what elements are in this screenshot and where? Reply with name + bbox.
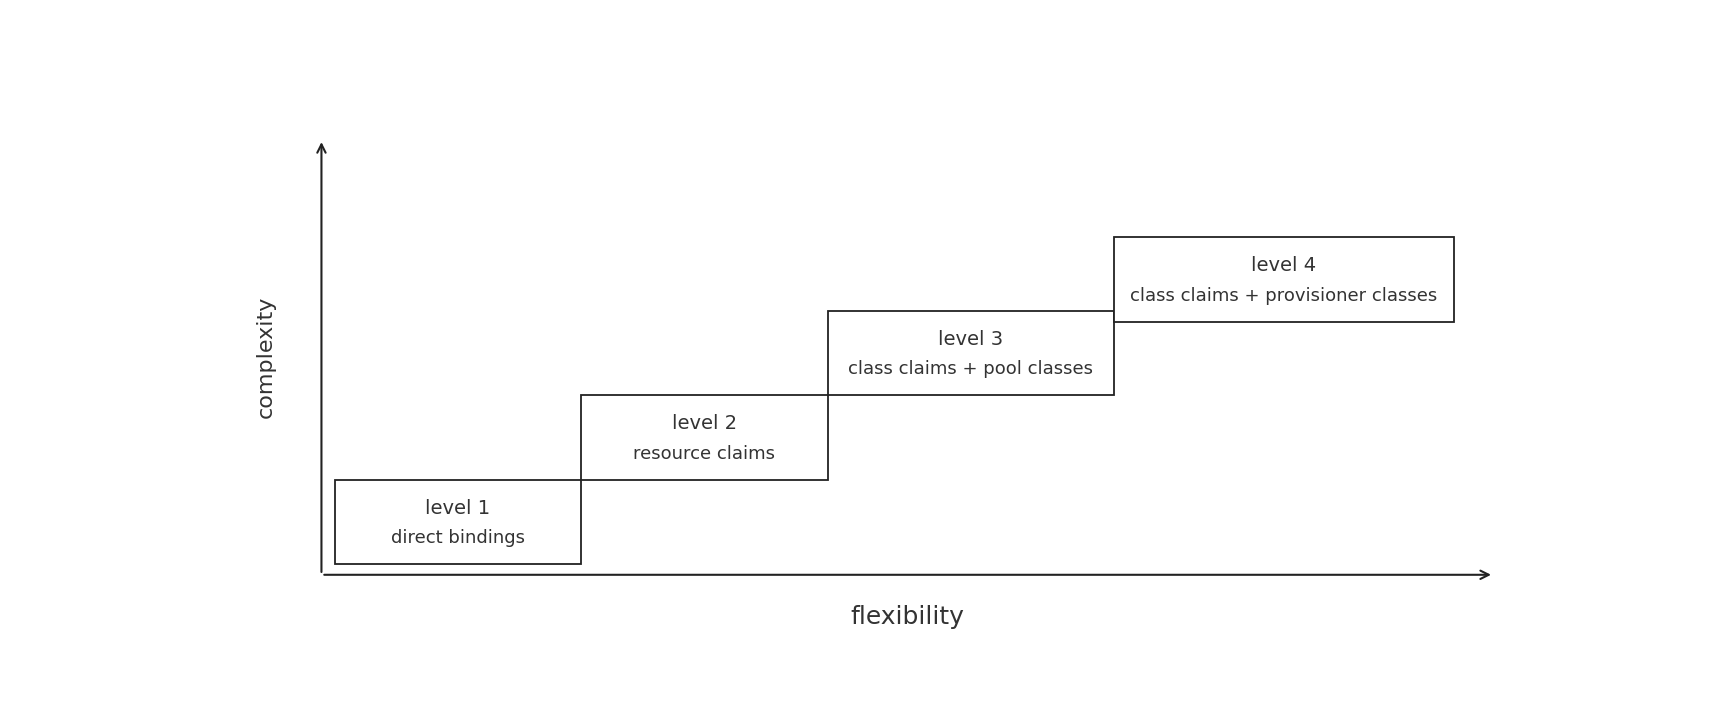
Bar <box>1114 238 1454 322</box>
Text: level 1: level 1 <box>425 498 490 518</box>
Text: level 2: level 2 <box>672 414 737 433</box>
Bar <box>581 395 829 479</box>
Text: class claims + provisioner classes: class claims + provisioner classes <box>1131 287 1437 305</box>
Text: level 4: level 4 <box>1251 257 1317 275</box>
Text: direct bindings: direct bindings <box>390 529 524 547</box>
Text: flexibility: flexibility <box>851 604 964 629</box>
Text: complexity: complexity <box>256 296 275 419</box>
Text: resource claims: resource claims <box>634 445 775 462</box>
Bar <box>335 479 581 564</box>
Bar <box>829 311 1114 395</box>
Text: level 3: level 3 <box>939 330 1004 349</box>
Text: class claims + pool classes: class claims + pool classes <box>849 361 1093 378</box>
